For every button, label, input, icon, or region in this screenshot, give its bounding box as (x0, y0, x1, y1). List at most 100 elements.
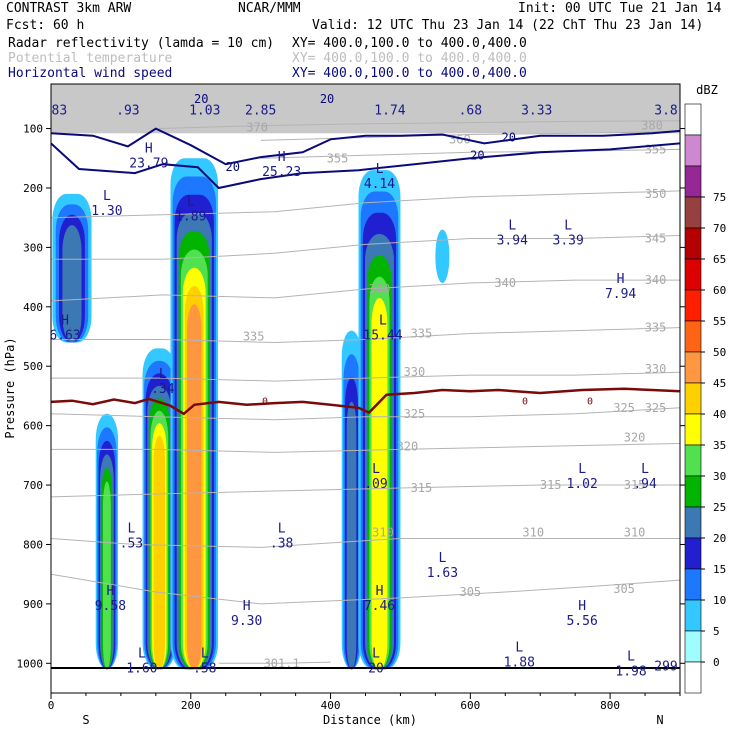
colorbar-swatch (684, 413, 702, 446)
theta-label: 305 (613, 582, 635, 596)
extremum-marker: L1.30 (91, 189, 122, 219)
reflectivity-band-40dbz (153, 435, 166, 670)
y-tick-label: 500 (23, 360, 43, 373)
extremum-marker: L.58 (193, 646, 216, 676)
theta-label: 350 (645, 187, 667, 201)
stratosphere-band (51, 84, 680, 134)
extremum-kind: L (159, 367, 167, 382)
extremum-marker: L.94 (633, 462, 657, 492)
y-tick-label: 800 (23, 538, 43, 551)
reflectivity-band-20dbz (62, 225, 82, 343)
extremum-value: 1.03 (189, 104, 220, 119)
extremum-kind: L (578, 462, 586, 477)
extremum-kind: L (127, 522, 135, 537)
theta-label: 330 (404, 365, 426, 379)
theta-contour-370 (155, 120, 680, 130)
theta-label: 340 (369, 282, 391, 296)
extremum-kind: H (376, 584, 384, 599)
y-tick-label: 1000 (17, 657, 44, 670)
field-reflectivity-name: Radar reflectivity (lamda = 10 cm) (8, 36, 275, 51)
x-axis-label: Distance (km) (323, 713, 417, 727)
colorbar-swatch (684, 506, 702, 539)
extremum-kind: L (627, 649, 635, 664)
colorbar-swatch (684, 568, 702, 601)
wind-contour-20 (51, 127, 680, 166)
theta-contour-335 (51, 327, 680, 344)
extremum-value: 15.44 (363, 329, 402, 344)
extremum-value: 9.30 (231, 614, 262, 629)
theta-label: 360 (449, 132, 471, 146)
theta-label: 355 (327, 151, 349, 165)
extremum-kind: L (379, 314, 387, 329)
reflectivity-band-20dbz (346, 401, 357, 670)
colorbar-label: 5 (713, 625, 720, 638)
extremum-value: 3.33 (521, 104, 552, 119)
x-axis: 0 200 400 600 800 (48, 693, 681, 712)
colorbar-label: 65 (713, 253, 726, 266)
extremum-value: .93 (116, 104, 139, 119)
colorbar-swatch (684, 599, 702, 632)
x-tick-label: 200 (181, 699, 201, 712)
reflectivity-cell (170, 158, 219, 670)
y-tick-label: 300 (23, 241, 43, 254)
extremum-marker: L1.88 (504, 640, 535, 670)
colorbar-swatch (684, 537, 702, 570)
extremum-value: .94 (633, 477, 657, 492)
extremum-marker: 3.33 (521, 104, 552, 119)
theta-label: 380 (641, 119, 663, 133)
extremum-marker: L15.44 (363, 314, 402, 344)
extremum-value: .34 (151, 382, 175, 397)
colorbar-label: 70 (713, 222, 726, 235)
colorbar-swatch (684, 320, 702, 353)
colorbar-swatch (684, 134, 702, 167)
extremum-kind: L (641, 462, 649, 477)
extremum-value: 2.85 (245, 104, 276, 119)
extremum-value: .68 (459, 104, 482, 119)
theta-label: 340 (494, 276, 516, 290)
x-end-label-north: N (656, 713, 663, 727)
theta-label: 301.1 (264, 656, 300, 670)
extremum-marker: L1.89 (175, 195, 206, 225)
extremum-kind: H (243, 599, 251, 614)
theta-contour-315 (51, 484, 680, 498)
extremum-value: 299 (654, 659, 677, 674)
theta-label: 315 (411, 481, 433, 495)
extremum-kind: L (278, 522, 286, 537)
theta-contour-345 (51, 235, 680, 260)
extremum-kind: L (138, 646, 146, 661)
extremum-marker: L20 (368, 646, 384, 676)
extremum-kind: L (201, 646, 209, 661)
extremum-value: 9.58 (95, 599, 126, 614)
extremum-marker: 1.74 (374, 104, 405, 119)
field-wind-name: Horizontal wind speed (8, 66, 173, 81)
y-tick-label: 600 (23, 420, 43, 433)
freezing-level: 0 0 0 (51, 387, 680, 416)
extremum-value: 3.94 (497, 234, 528, 249)
extremum-value: 20 (368, 661, 384, 676)
theta-label: 305 (459, 585, 481, 599)
extremum-marker: 1.03 (189, 104, 220, 119)
colorbar-swatch (684, 227, 702, 260)
extremum-value: 83 (52, 104, 68, 119)
extremum-kind: H (61, 314, 69, 329)
reflectivity-band-35dbz (371, 297, 388, 670)
colorbar-swatch (684, 258, 702, 291)
extremum-value: .53 (120, 537, 143, 552)
field-theta-xy: XY= 400.0,100.0 to 400.0,400.0 (292, 51, 527, 66)
theta-contour-330 (51, 371, 680, 382)
theta-label: 335 (645, 321, 667, 335)
theta-contour-355 (260, 148, 680, 159)
extremum-marker: L3.39 (553, 219, 584, 249)
extremum-marker: H23.79 (129, 141, 168, 171)
wind-label: 20 (320, 92, 334, 106)
stratosphere-fill (51, 84, 680, 134)
theta-label: 325 (613, 401, 635, 415)
extremum-value: 4.14 (364, 177, 395, 192)
extremum-marker: L1.98 (615, 649, 646, 679)
extremum-value: 1.89 (175, 210, 206, 225)
extremum-marker: H25.23 (262, 150, 301, 180)
extremum-marker: H7.46 (364, 584, 395, 614)
extremum-kind: H (145, 141, 153, 156)
extremum-value: 1.60 (126, 661, 157, 676)
theta-label: 310 (372, 526, 394, 540)
